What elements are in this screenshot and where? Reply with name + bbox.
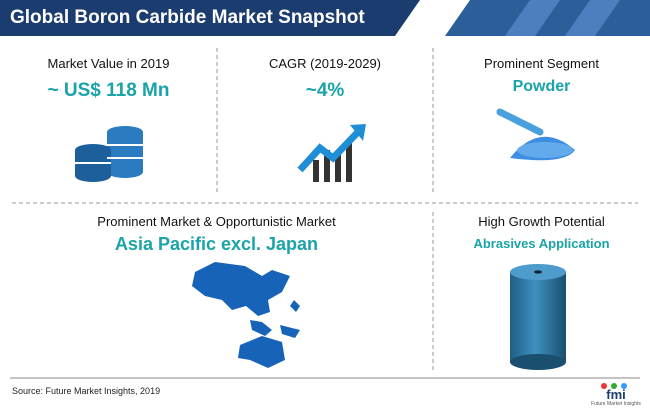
map-icon	[192, 262, 300, 368]
stripe	[565, 0, 620, 36]
cylinder-icon	[510, 264, 566, 370]
panel-label: Prominent Market & Opportunistic Market	[97, 214, 336, 229]
separators	[12, 48, 638, 370]
panel-label: Market Value in 2019	[47, 56, 170, 71]
powder-icon	[496, 108, 575, 161]
logo: fmi	[606, 387, 626, 402]
panel-label: High Growth Potential	[478, 214, 605, 229]
panel-value: ~ US$ 118 Mn	[47, 80, 170, 101]
title-bar	[0, 0, 420, 36]
logo-caption: Future Market Insights	[591, 401, 641, 407]
panel-label: CAGR (2019-2029)	[269, 56, 381, 71]
panel-value: Abrasives Application	[473, 236, 610, 251]
panel-value: Powder	[512, 78, 571, 95]
stripe	[505, 0, 560, 36]
logo-mark	[601, 383, 627, 389]
title: Global Boron Carbide Market Snapshot	[10, 7, 365, 28]
growth-icon	[297, 124, 366, 182]
panel-value: ~4%	[305, 80, 345, 101]
panel-value: Asia Pacific excl. Japan	[114, 234, 319, 254]
coins-icon	[75, 126, 143, 182]
panel-label: Prominent Segment	[484, 56, 599, 71]
source: Source: Future Market Insights, 2019	[12, 386, 161, 396]
